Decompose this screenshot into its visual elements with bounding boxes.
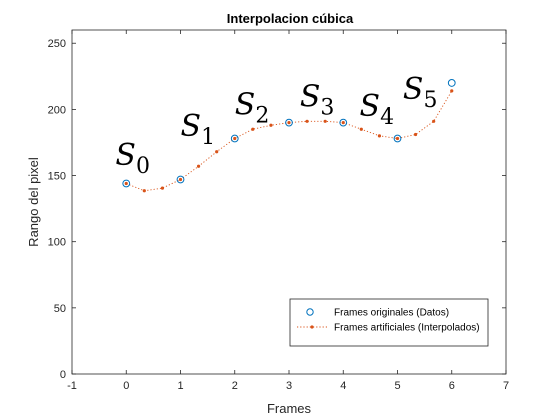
chart-title: Interpolacion cúbica — [227, 11, 354, 26]
y-tick-label: 50 — [54, 303, 66, 315]
segment-label-s3: S3 — [300, 80, 335, 121]
segment-label-base: S — [300, 80, 321, 115]
data-point-original — [339, 118, 348, 127]
data-point-original — [176, 175, 185, 184]
x-tick-label: 7 — [503, 380, 509, 392]
data-point-interpolated — [377, 134, 382, 138]
legend-box — [289, 298, 489, 347]
legend-entry-interpolated: Frames artificiales (Interpolados) — [334, 323, 480, 334]
data-point-interpolated — [215, 150, 219, 154]
data-point-interpolated — [323, 119, 327, 123]
legend-marker-interpolated — [310, 325, 314, 329]
data-point-interpolated — [359, 127, 363, 131]
x-axis-label: Frames — [267, 401, 312, 416]
data-point-interpolated — [160, 186, 165, 190]
data-point-original — [447, 79, 456, 87]
y-tick-label: 0 — [60, 369, 66, 381]
x-tick-label: 3 — [286, 380, 292, 392]
y-tick-label: 200 — [48, 104, 66, 116]
x-tick-label: 2 — [232, 380, 238, 392]
data-point-original — [230, 134, 239, 143]
segment-label-subscript: 4 — [380, 105, 394, 130]
segment-label-subscript: 5 — [423, 88, 437, 113]
x-tick-label: 0 — [123, 380, 129, 392]
segment-label-s0: S0 — [115, 138, 150, 179]
segment-label-subscript: 0 — [136, 154, 150, 179]
data-point-interpolated — [196, 164, 201, 168]
data-point-interpolated — [432, 119, 436, 123]
segment-label-s2: S2 — [235, 88, 270, 129]
data-point-interpolated — [450, 89, 454, 93]
legend-marker-original — [306, 308, 314, 316]
segment-label-s5: S5 — [403, 72, 438, 113]
data-point-original — [285, 118, 293, 127]
segment-label-base: S — [360, 89, 381, 124]
legend: Frames originales (Datos) Frames artific… — [289, 298, 489, 347]
data-point-interpolated — [395, 136, 400, 141]
segment-label-s1: S1 — [181, 109, 216, 150]
x-tick-label: -1 — [67, 380, 77, 392]
segment-label-base: S — [181, 109, 202, 144]
x-tick-label: 5 — [394, 380, 400, 392]
segment-label-base: S — [403, 72, 424, 107]
series — [122, 79, 456, 193]
segment-label-subscript: 1 — [201, 125, 215, 150]
data-point-interpolated — [178, 177, 183, 182]
y-axis-label: Rango del pixel — [26, 157, 41, 247]
data-point-interpolated — [269, 123, 273, 127]
segment-label-base: S — [115, 138, 136, 173]
legend-entry-original: Frames originales (Datos) — [334, 308, 449, 319]
data-point-interpolated — [233, 136, 237, 141]
data-point-original — [122, 179, 131, 188]
segment-label-subscript: 3 — [320, 96, 334, 121]
y-tick-label: 250 — [48, 38, 66, 50]
data-point-interpolated — [124, 181, 128, 186]
segment-label-subscript: 2 — [255, 104, 269, 129]
data-point-interpolated — [305, 119, 309, 123]
data-point-interpolated — [341, 121, 345, 125]
x-tick-label: 4 — [340, 380, 346, 392]
y-tick-label: 150 — [48, 171, 66, 183]
data-point-interpolated — [413, 132, 418, 137]
y-tick-label: 100 — [48, 237, 66, 249]
x-tick-label: 1 — [177, 380, 183, 392]
data-point-interpolated — [251, 127, 255, 131]
data-point-interpolated — [142, 189, 146, 193]
data-point-original — [393, 134, 402, 143]
segment-label-s4: S4 — [360, 89, 395, 130]
x-tick-label: 6 — [449, 380, 455, 392]
data-point-interpolated — [287, 121, 291, 125]
segment-label-base: S — [235, 88, 256, 123]
